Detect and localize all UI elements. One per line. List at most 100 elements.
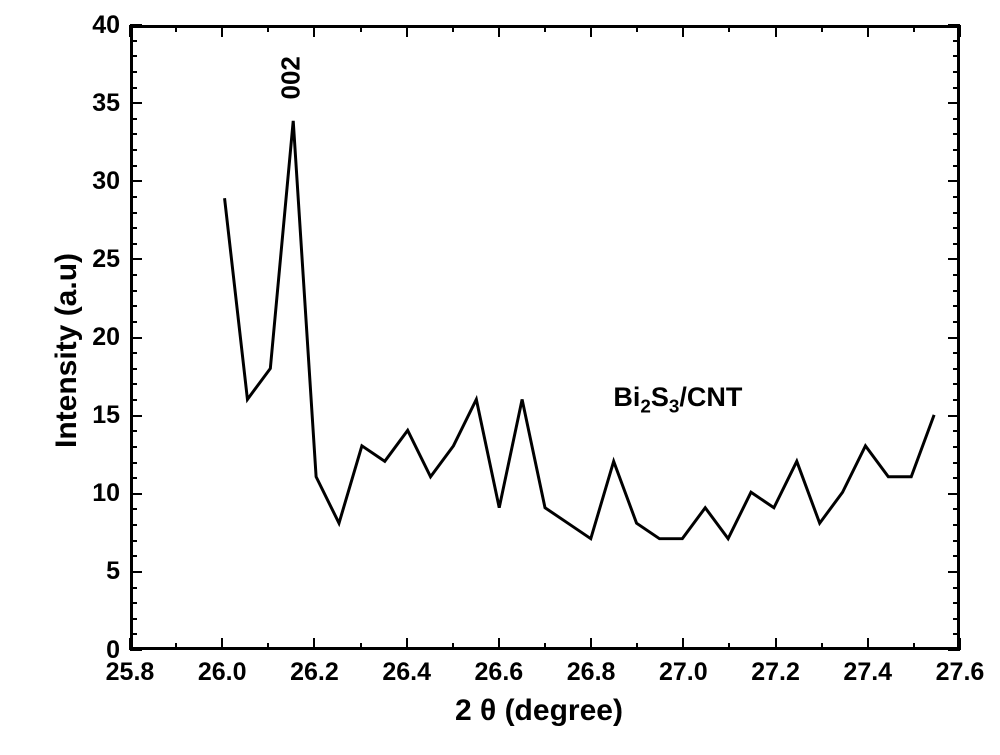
tick-minor-x [267, 643, 269, 650]
tick-major-y [948, 337, 960, 339]
tick-minor-y [953, 133, 960, 135]
tick-minor-y [130, 399, 137, 401]
tick-minor-y [130, 383, 137, 385]
tick-major-x [682, 638, 684, 650]
tick-major-y [948, 24, 960, 26]
tick-label-x: 27.4 [838, 658, 898, 687]
tick-minor-y [953, 399, 960, 401]
tick-minor-y [953, 352, 960, 354]
tick-minor-x [728, 25, 730, 32]
tick-minor-y [130, 274, 137, 276]
tick-label-y: 0 [75, 636, 120, 665]
tick-major-x [590, 25, 592, 37]
tick-minor-y [953, 633, 960, 635]
tick-minor-x [175, 643, 177, 650]
tick-major-x [959, 25, 961, 37]
tick-major-x [590, 638, 592, 650]
tick-minor-y [953, 383, 960, 385]
tick-minor-y [130, 321, 137, 323]
tick-minor-x [913, 643, 915, 650]
tick-minor-x [821, 25, 823, 32]
tick-minor-y [130, 555, 137, 557]
tick-minor-y [953, 55, 960, 57]
tick-minor-y [953, 274, 960, 276]
tick-major-y [948, 102, 960, 104]
tick-minor-y [953, 368, 960, 370]
tick-major-x [867, 638, 869, 650]
tick-label-x: 27.6 [930, 658, 990, 687]
tick-minor-y [130, 133, 137, 135]
tick-minor-y [953, 430, 960, 432]
tick-minor-y [130, 118, 137, 120]
tick-label-x: 26.4 [377, 658, 437, 687]
tick-major-x [682, 25, 684, 37]
tick-minor-y [130, 87, 137, 89]
tick-minor-y [130, 462, 137, 464]
chart-figure: 25.826.026.226.426.626.827.027.227.427.6… [0, 0, 1000, 755]
tick-major-x [221, 638, 223, 650]
tick-minor-y [130, 352, 137, 354]
tick-label-x: 26.8 [561, 658, 621, 687]
tick-major-x [775, 638, 777, 650]
tick-major-x [129, 25, 131, 37]
tick-major-y [130, 24, 142, 26]
tick-minor-y [953, 602, 960, 604]
tick-minor-x [544, 25, 546, 32]
tick-minor-y [953, 477, 960, 479]
tick-minor-y [130, 290, 137, 292]
tick-minor-y [130, 165, 137, 167]
tick-minor-x [175, 25, 177, 32]
tick-label-y: 35 [75, 89, 120, 118]
tick-minor-y [130, 477, 137, 479]
tick-minor-y [953, 118, 960, 120]
tick-minor-y [130, 305, 137, 307]
tick-label-x: 26.6 [469, 658, 529, 687]
tick-minor-x [728, 643, 730, 650]
tick-minor-y [953, 305, 960, 307]
tick-minor-y [953, 212, 960, 214]
tick-minor-x [360, 25, 362, 32]
tick-minor-y [130, 55, 137, 57]
tick-major-y [130, 649, 142, 651]
tick-minor-x [821, 643, 823, 650]
tick-minor-y [953, 540, 960, 542]
tick-major-x [498, 638, 500, 650]
peak-002-label: 002 [276, 63, 307, 99]
tick-minor-y [953, 165, 960, 167]
tick-minor-y [130, 540, 137, 542]
tick-minor-x [267, 25, 269, 32]
tick-minor-y [130, 243, 137, 245]
tick-minor-y [953, 243, 960, 245]
tick-minor-y [953, 87, 960, 89]
xrd-line-series [133, 28, 957, 647]
tick-major-y [130, 493, 142, 495]
tick-major-y [948, 649, 960, 651]
tick-minor-y [953, 321, 960, 323]
tick-minor-y [130, 149, 137, 151]
tick-minor-x [913, 25, 915, 32]
tick-minor-y [130, 368, 137, 370]
tick-minor-y [130, 40, 137, 42]
y-axis-title: Intensity (a.u) [50, 252, 84, 447]
tick-major-y [948, 258, 960, 260]
tick-minor-y [130, 587, 137, 589]
tick-label-y: 10 [75, 479, 120, 508]
tick-minor-y [953, 149, 960, 151]
tick-minor-y [130, 602, 137, 604]
tick-major-y [130, 571, 142, 573]
tick-minor-y [953, 446, 960, 448]
tick-minor-y [953, 508, 960, 510]
tick-minor-x [452, 25, 454, 32]
tick-major-x [775, 25, 777, 37]
tick-minor-x [544, 643, 546, 650]
tick-minor-x [636, 643, 638, 650]
tick-minor-y [130, 446, 137, 448]
tick-minor-y [953, 71, 960, 73]
tick-label-x: 27.2 [746, 658, 806, 687]
tick-minor-y [130, 524, 137, 526]
tick-minor-x [452, 643, 454, 650]
tick-major-y [130, 258, 142, 260]
tick-minor-y [953, 524, 960, 526]
tick-label-x: 27.0 [653, 658, 713, 687]
tick-major-y [130, 415, 142, 417]
